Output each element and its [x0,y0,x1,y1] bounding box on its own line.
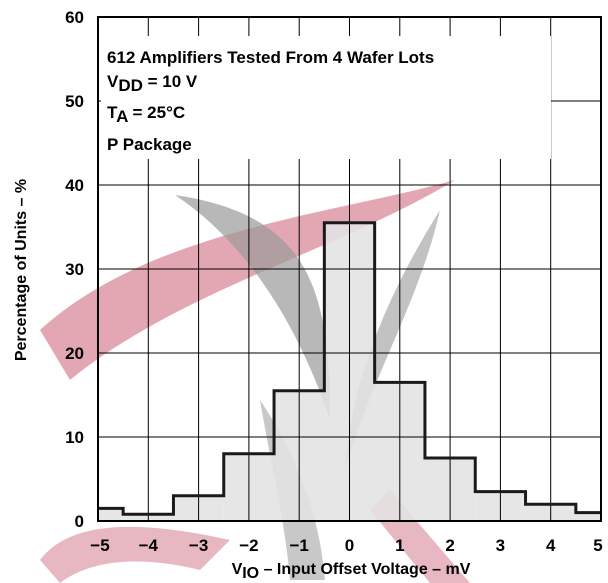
histogram-bars [98,222,601,522]
histogram-bar [223,453,249,521]
histogram-bar [148,514,174,521]
watermark-red-lower [40,526,230,583]
histogram-bar [299,390,325,521]
y-tick-label: 20 [65,344,84,363]
x-tick-label: −4 [139,536,159,555]
x-tick-label: −2 [239,536,258,555]
annotation-background [101,36,551,159]
y-tick-label: 0 [75,512,84,531]
plot-frame [97,16,602,522]
x-tick-label: −5 [90,536,109,555]
histogram-bar [123,514,149,521]
x-tick-label: 2 [445,536,454,555]
histogram-bar [274,390,300,521]
y-tick-label: 50 [65,92,84,111]
annotation-line: P Package [107,135,192,154]
y-tick-label: 10 [65,428,84,447]
histogram-bar [198,495,224,521]
y-tick-labels: 0 10 20 30 40 50 60 [65,8,84,531]
x-axis-title: VIO – Input Offset Voltage – mV [232,561,471,582]
histogram-bar [475,491,501,521]
annotation-line: 612 Amplifiers Tested From 4 Wafer Lots [107,48,434,67]
histogram-bar [374,382,400,521]
histogram-bar [248,453,275,521]
x-tick-label: 1 [395,536,404,555]
histogram-bar [550,504,576,521]
histogram-bar [424,458,451,521]
x-tick-label: 3 [496,536,505,555]
x-tick-label: 4 [546,536,556,555]
x-tick-labels: −5 −4 −3 −2 −1 0 1 2 3 4 5 [90,536,602,555]
annotation-line: TA = 25°C [107,103,185,126]
y-axis-title: Percentage of Units – % [13,179,30,361]
histogram-bar [525,504,551,521]
y-tick-label: 60 [65,8,84,27]
watermark-red-swoosh [40,180,455,380]
histogram-bar [450,458,476,521]
y-tick-label: 30 [65,260,84,279]
histogram-bar [399,382,425,521]
histogram-bar [173,495,199,521]
histogram-bar [575,512,601,521]
annotation-block: 612 Amplifiers Tested From 4 Wafer Lots V… [101,36,551,159]
histogram-bar [349,222,375,522]
watermark-gray-band [175,195,330,420]
annotation-line: VDD = 10 V [107,72,198,95]
histogram-bar [500,491,526,521]
watermark-gray-stroke [345,210,440,470]
histogram-bar [324,222,350,522]
histogram-bar [98,508,124,521]
x-tick-label: −1 [290,536,309,555]
histogram-outline [98,221,601,516]
x-tick-label: −3 [189,536,208,555]
x-tick-label: 0 [345,536,354,555]
y-tick-label: 40 [65,176,84,195]
x-tick-label: 5 [593,536,602,555]
